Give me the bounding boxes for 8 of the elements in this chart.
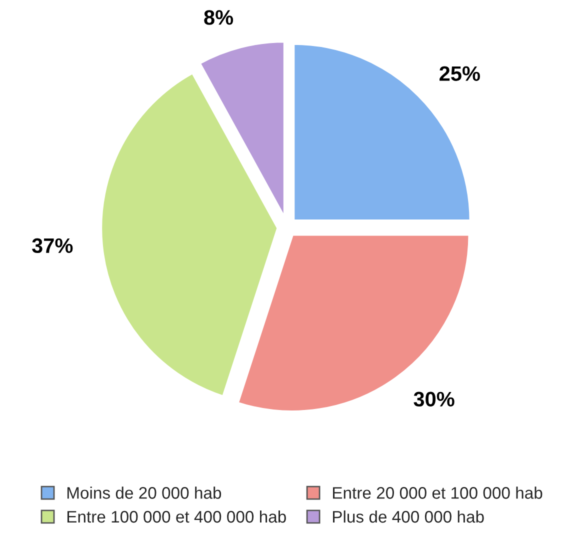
legend-label: Entre 20 000 et 100 000 hab bbox=[333, 486, 542, 499]
data-label: 8% bbox=[204, 10, 234, 25]
data-label: 30% bbox=[414, 392, 454, 407]
legend-label: Moins de 20 000 hab bbox=[67, 486, 222, 499]
data-label: 25% bbox=[440, 66, 480, 81]
data-label: 37% bbox=[32, 238, 73, 254]
legend-label: Plus de 400 000 hab bbox=[333, 510, 484, 523]
legend-label: Entre 100 000 et 400 000 hab bbox=[67, 510, 286, 523]
